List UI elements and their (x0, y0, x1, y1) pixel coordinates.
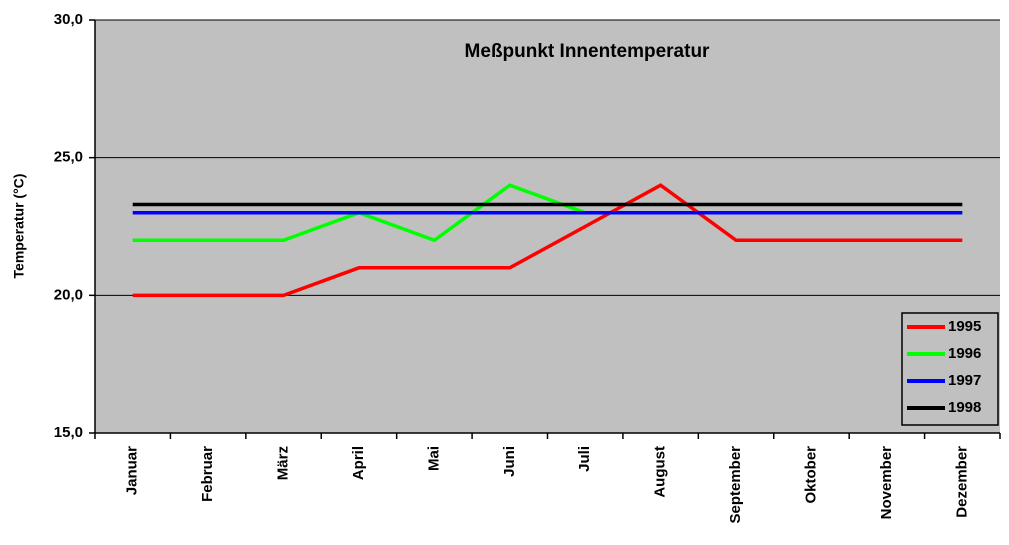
x-tick-label: Januar (124, 446, 141, 495)
x-tick-label: August (652, 446, 669, 498)
legend-label: 1997 (948, 372, 981, 389)
legend-label: 1995 (948, 318, 981, 335)
x-tick-label: Mai (425, 446, 442, 471)
y-tick-label: 15,0 (54, 424, 83, 441)
x-tick-label: November (878, 446, 895, 520)
y-tick-label: 30,0 (54, 11, 83, 28)
chart-title: Meßpunkt Innentemperatur (465, 41, 711, 62)
y-tick-label: 20,0 (54, 286, 83, 303)
legend-label: 1996 (948, 345, 981, 362)
x-tick-label: Juli (576, 446, 593, 472)
series-line (132, 183, 963, 298)
y-tick-label: 25,0 (54, 149, 83, 166)
x-tick-label: Oktober (802, 446, 819, 504)
x-tick-label: September (727, 446, 744, 524)
plot-area (95, 20, 1000, 433)
x-tick-label: Juni (501, 446, 518, 477)
x-tick-label: März (275, 446, 292, 480)
legend-box (901, 312, 999, 426)
x-tick-label: Februar (199, 446, 216, 502)
x-tick-label: Dezember (953, 446, 970, 518)
y-axis-title: Temperatur (°C) (11, 174, 27, 279)
legend-label: 1998 (948, 399, 981, 416)
x-tick-label: April (350, 446, 367, 480)
